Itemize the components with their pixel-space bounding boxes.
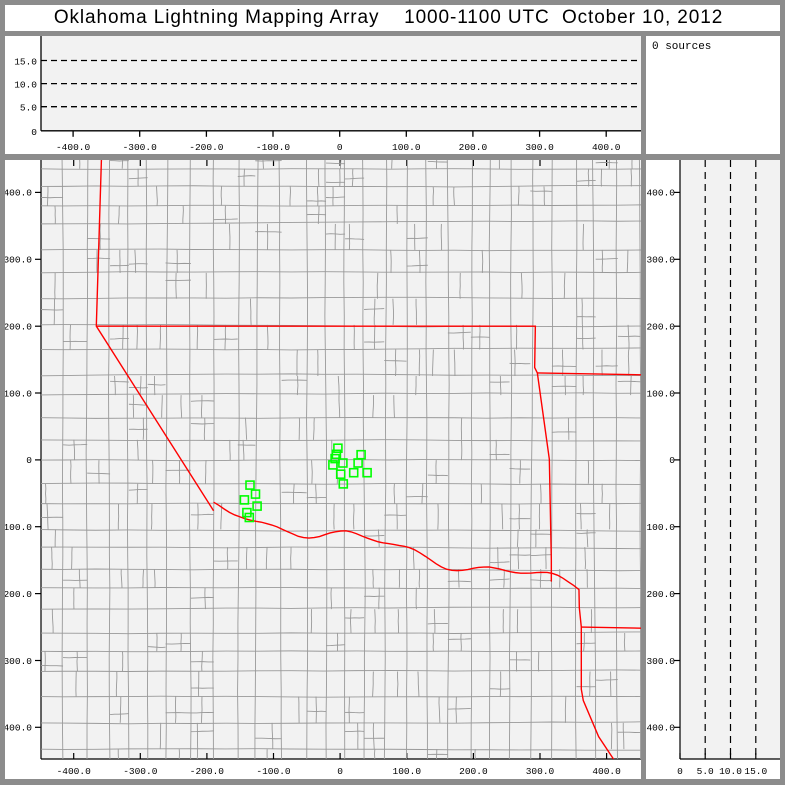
- svg-text:200.0: 200.0: [646, 322, 675, 333]
- svg-text:400.0: 400.0: [592, 142, 621, 153]
- svg-text:0: 0: [677, 766, 683, 777]
- svg-text:-300.0: -300.0: [646, 656, 675, 667]
- svg-text:-300.0: -300.0: [5, 656, 32, 667]
- svg-text:-300.0: -300.0: [123, 142, 158, 153]
- svg-text:100.0: 100.0: [646, 388, 675, 399]
- svg-text:15.0: 15.0: [14, 57, 37, 68]
- svg-text:-100.0: -100.0: [5, 522, 32, 533]
- svg-text:400.0: 400.0: [592, 766, 621, 777]
- svg-text:200.0: 200.0: [5, 322, 32, 333]
- svg-text:300.0: 300.0: [5, 255, 32, 266]
- svg-text:300.0: 300.0: [526, 766, 555, 777]
- svg-text:-100.0: -100.0: [256, 766, 291, 777]
- svg-text:200.0: 200.0: [459, 766, 488, 777]
- svg-text:200.0: 200.0: [459, 142, 488, 153]
- svg-text:0: 0: [26, 455, 32, 466]
- svg-text:100.0: 100.0: [393, 766, 422, 777]
- svg-text:15.0: 15.0: [744, 766, 767, 777]
- svg-text:-200.0: -200.0: [190, 766, 225, 777]
- svg-text:0: 0: [669, 455, 675, 466]
- svg-text:300.0: 300.0: [646, 255, 675, 266]
- svg-text:-200.0: -200.0: [646, 589, 675, 600]
- svg-text:0: 0: [31, 127, 37, 138]
- svg-text:-200.0: -200.0: [5, 589, 32, 600]
- svg-text:5.0: 5.0: [697, 766, 714, 777]
- svg-text:100.0: 100.0: [5, 388, 32, 399]
- svg-text:-400.0: -400.0: [57, 766, 92, 777]
- svg-text:-400.0: -400.0: [5, 723, 32, 734]
- svg-text:-300.0: -300.0: [123, 766, 158, 777]
- svg-text:400.0: 400.0: [646, 188, 675, 199]
- svg-text:100.0: 100.0: [392, 142, 421, 153]
- svg-text:0: 0: [337, 766, 343, 777]
- svg-text:-100.0: -100.0: [256, 142, 291, 153]
- svg-text:400.0: 400.0: [5, 188, 32, 199]
- svg-text:-200.0: -200.0: [189, 142, 224, 153]
- svg-text:300.0: 300.0: [525, 142, 554, 153]
- svg-text:10.0: 10.0: [719, 766, 742, 777]
- svg-text:-400.0: -400.0: [646, 723, 675, 734]
- svg-text:-100.0: -100.0: [646, 522, 675, 533]
- svg-text:0: 0: [337, 142, 343, 153]
- svg-text:5.0: 5.0: [20, 103, 37, 114]
- svg-text:-400.0: -400.0: [56, 142, 91, 153]
- svg-text:10.0: 10.0: [14, 80, 37, 91]
